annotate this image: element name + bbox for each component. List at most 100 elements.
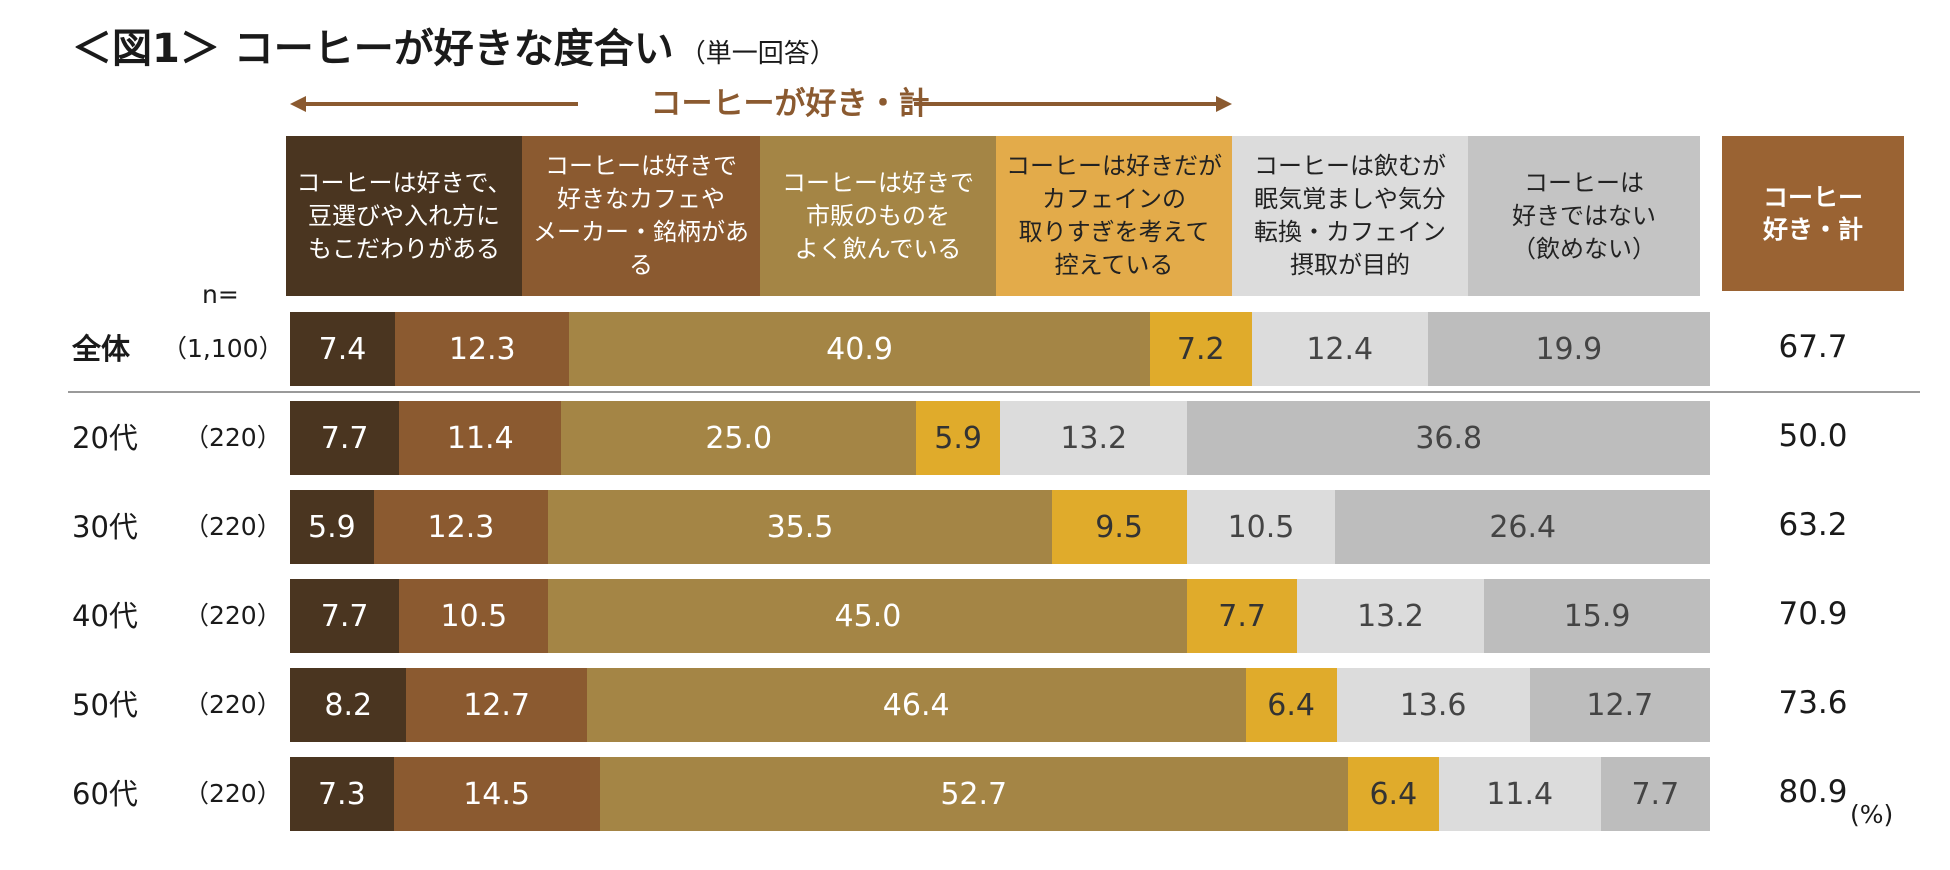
bar-segment: 12.3 bbox=[394, 312, 570, 386]
bar-value-label: 8.2 bbox=[324, 687, 373, 723]
bar-value-label: 10.5 bbox=[1227, 509, 1295, 545]
bar-value-label: 40.9 bbox=[826, 331, 893, 367]
bar-segment: 26.4 bbox=[1335, 490, 1710, 564]
bar-value-label: 7.4 bbox=[318, 331, 367, 367]
bar-segment: 11.4 bbox=[399, 401, 562, 475]
row-sample-size: （220） bbox=[184, 779, 282, 808]
legend-header-6: コーヒーは 好きではない （飲めない） bbox=[1468, 136, 1700, 296]
bar-value-label: 12.4 bbox=[1306, 331, 1374, 367]
row-total: 63.2 bbox=[1778, 507, 1848, 543]
row-total: 67.7 bbox=[1778, 329, 1848, 365]
legend-header-4: コーヒーは好きだが カフェインの 取りすぎを考えて 控えている bbox=[996, 136, 1232, 296]
divider-line bbox=[68, 391, 1920, 393]
bar-segment: 8.2 bbox=[290, 668, 407, 742]
bar-segment: 12.4 bbox=[1251, 312, 1428, 386]
row-label-text: 60代 bbox=[72, 777, 138, 811]
bar-value-label: 5.9 bbox=[934, 420, 982, 456]
bar-value-label: 5.9 bbox=[307, 509, 356, 545]
bar-segment: 7.7 bbox=[290, 401, 400, 475]
n-label: n= bbox=[202, 280, 239, 309]
bar-segment: 10.5 bbox=[399, 579, 549, 653]
legend-header-1: コーヒーは好きで、 豆選びや入れ方に もこだわりがある bbox=[286, 136, 522, 296]
bar-value-label: 15.9 bbox=[1563, 598, 1631, 634]
bar-value-label: 11.4 bbox=[1486, 776, 1554, 812]
row-label: 40代 （220） bbox=[72, 579, 282, 653]
bar-value-label: 12.7 bbox=[1586, 687, 1654, 723]
bar-value-label: 45.0 bbox=[834, 598, 902, 634]
bar-value-label: 35.5 bbox=[766, 509, 834, 545]
bar-segment: 25.0 bbox=[561, 401, 917, 475]
row-sample-size: （220） bbox=[184, 512, 282, 541]
legend-header-5: コーヒーは飲むが 眠気覚ましや気分 転換・カフェイン 摂取が目的 bbox=[1232, 136, 1468, 296]
bar-segment: 13.2 bbox=[1000, 401, 1188, 475]
row-label: 50代 （220） bbox=[72, 668, 282, 742]
bar-value-label: 12.7 bbox=[463, 687, 530, 723]
total-header: コーヒー 好き・計 bbox=[1722, 136, 1904, 291]
chart-title-text: ＜図1＞ コーヒーが好きな度合い bbox=[72, 26, 674, 72]
bar-segment: 52.7 bbox=[599, 757, 1348, 831]
row-total: 73.6 bbox=[1778, 685, 1848, 721]
bar-value-label: 6.4 bbox=[1267, 687, 1315, 723]
unit-label: (%) bbox=[1850, 800, 1894, 829]
span-arrow-left-head bbox=[290, 96, 306, 112]
bar-value-label: 12.3 bbox=[448, 331, 516, 367]
bar-value-label: 36.8 bbox=[1415, 420, 1483, 456]
bar-value-label: 6.4 bbox=[1369, 776, 1418, 812]
bar-segment: 12.7 bbox=[406, 668, 587, 742]
row-total: 50.0 bbox=[1778, 418, 1848, 454]
bar-value-label: 7.7 bbox=[1218, 598, 1266, 634]
bar-segment: 7.3 bbox=[290, 757, 394, 831]
bar-segment: 7.7 bbox=[1600, 757, 1710, 831]
bar-segment: 7.4 bbox=[290, 312, 395, 386]
row-label-text: 全体 bbox=[72, 332, 131, 366]
row-label-text: 40代 bbox=[72, 599, 138, 633]
bar-segment: 36.8 bbox=[1187, 401, 1710, 475]
row-label: 全体 （1,100） bbox=[72, 312, 284, 386]
row-total: 70.9 bbox=[1778, 596, 1848, 632]
bar-segment: 7.7 bbox=[1187, 579, 1297, 653]
bar-segment: 12.3 bbox=[373, 490, 549, 564]
bar-value-label: 46.4 bbox=[882, 687, 950, 723]
bar-value-label: 7.2 bbox=[1176, 331, 1225, 367]
bar-value-label: 11.4 bbox=[446, 420, 514, 456]
bar-segment: 5.9 bbox=[290, 490, 374, 564]
bar-value-label: 7.7 bbox=[320, 420, 369, 456]
bar-value-label: 26.4 bbox=[1489, 509, 1557, 545]
row-sample-size: （220） bbox=[184, 601, 282, 630]
bar-value-label: 19.9 bbox=[1535, 331, 1603, 367]
bar-segment: 7.2 bbox=[1149, 312, 1252, 386]
bar-value-label: 12.3 bbox=[427, 509, 495, 545]
bar-segment: 10.5 bbox=[1186, 490, 1336, 564]
bar-segment: 12.7 bbox=[1529, 668, 1710, 742]
row-label: 30代 （220） bbox=[72, 490, 282, 564]
bar-value-label: 7.7 bbox=[1631, 776, 1680, 812]
bar-segment: 14.5 bbox=[393, 757, 600, 831]
row-sample-size: （220） bbox=[184, 423, 282, 452]
bar-value-label: 14.5 bbox=[463, 776, 530, 812]
bar-segment: 9.5 bbox=[1051, 490, 1187, 564]
bar-value-label: 7.3 bbox=[317, 776, 366, 812]
bar-value-label: 13.2 bbox=[1357, 598, 1424, 634]
bar-segment: 45.0 bbox=[548, 579, 1188, 653]
bar-value-label: 10.5 bbox=[440, 598, 508, 634]
span-arrow-right-head bbox=[1216, 96, 1232, 112]
row-sample-size: （220） bbox=[184, 690, 282, 719]
row-label: 20代 （220） bbox=[72, 401, 282, 475]
row-label-text: 30代 bbox=[72, 510, 138, 544]
bar-segment: 6.4 bbox=[1245, 668, 1337, 742]
bar-segment: 13.2 bbox=[1296, 579, 1485, 653]
bar-segment: 7.7 bbox=[290, 579, 400, 653]
bar-segment: 15.9 bbox=[1484, 579, 1710, 653]
row-label: 60代 （220） bbox=[72, 757, 282, 831]
bar-value-label: 9.5 bbox=[1095, 509, 1143, 545]
row-total: 80.9 bbox=[1778, 774, 1848, 810]
bar-segment: 11.4 bbox=[1438, 757, 1601, 831]
chart-subtitle: （単一回答） bbox=[679, 39, 836, 69]
bar-value-label: 25.0 bbox=[705, 420, 773, 456]
bar-segment: 13.6 bbox=[1336, 668, 1530, 742]
bar-segment: 40.9 bbox=[569, 312, 1150, 386]
legend-header-2: コーヒーは好きで 好きなカフェや メーカー・銘柄がある bbox=[522, 136, 760, 296]
chart-title: ＜図1＞ コーヒーが好きな度合い （単一回答） bbox=[72, 16, 836, 74]
row-label-text: 20代 bbox=[72, 421, 138, 455]
bar-segment: 6.4 bbox=[1347, 757, 1439, 831]
